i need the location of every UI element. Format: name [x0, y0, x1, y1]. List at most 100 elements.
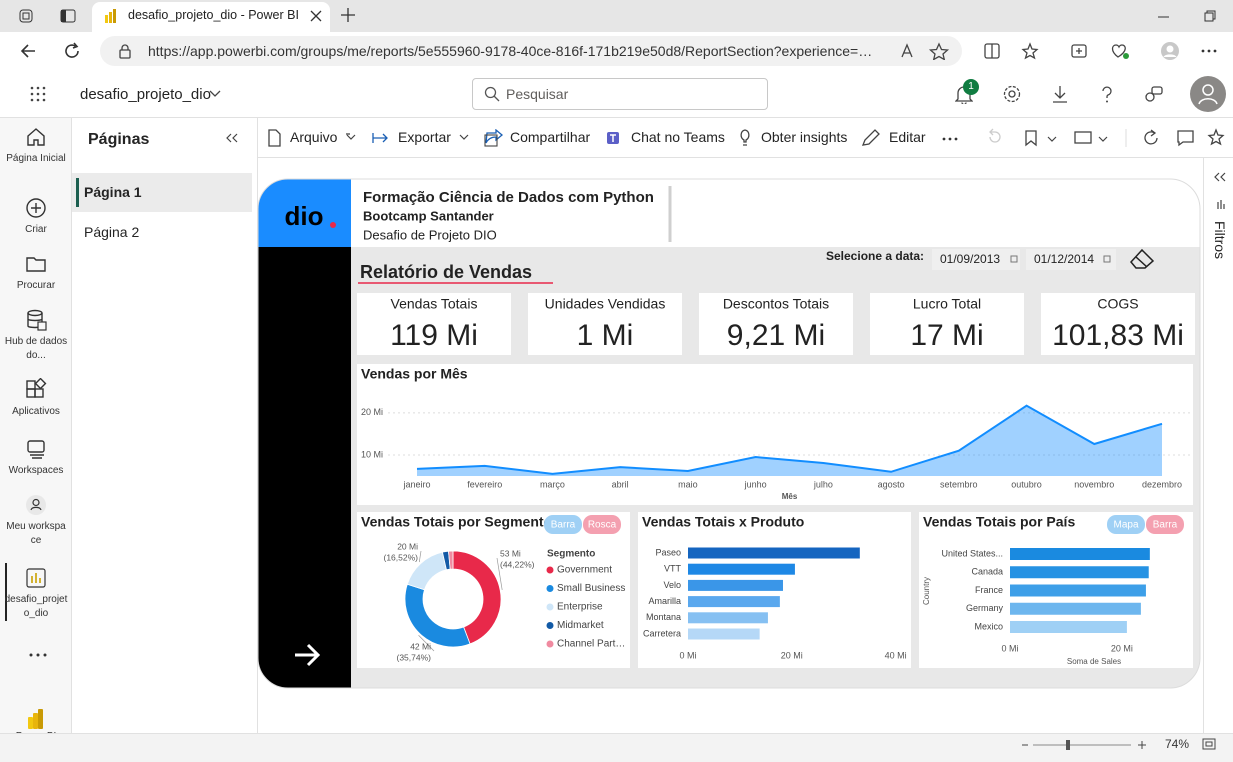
- y-tick-label: Amarilla: [648, 596, 681, 606]
- nav-icon: [27, 309, 47, 331]
- toggle-button[interactable]: [1146, 515, 1184, 534]
- leader-line: [496, 557, 503, 591]
- nav-apps[interactable]: Aplicativos: [0, 378, 72, 419]
- toggle-button[interactable]: [544, 515, 582, 534]
- date-start: 01/09/2013: [940, 252, 1000, 266]
- y-tick-label: Paseo: [655, 547, 681, 557]
- refresh-button[interactable]: [63, 42, 81, 60]
- toolbar-button[interactable]: Compartilhar: [510, 129, 591, 145]
- url-field[interactable]: [100, 36, 962, 66]
- report-border: [257, 178, 1201, 689]
- date-label: Selecione a data:: [826, 249, 924, 263]
- legend-label: Small Business: [557, 583, 625, 594]
- clear-filter[interactable]: [1130, 248, 1155, 269]
- x-tick-label: julho: [813, 479, 833, 489]
- expand-filters[interactable]: [1214, 172, 1226, 182]
- bar: [688, 612, 768, 624]
- page-indicator: [76, 178, 79, 207]
- date-end-box[interactable]: [1026, 249, 1116, 270]
- nav-browse[interactable]: Procurar: [0, 252, 72, 293]
- toggle-button-label[interactable]: Mapa: [1113, 520, 1138, 531]
- kpi-label: Lucro Total: [913, 296, 981, 312]
- toolbar-button[interactable]: Editar: [889, 129, 926, 145]
- nav-workspaces[interactable]: Workspaces: [0, 437, 72, 478]
- calendar-icon: [1010, 255, 1018, 263]
- back-button[interactable]: [19, 42, 37, 60]
- nav-my-workspace[interactable]: Meu workspace: [0, 493, 72, 548]
- notification-badge: 1: [963, 79, 979, 95]
- search-box[interactable]: [472, 78, 768, 110]
- filters-pane[interactable]: [1203, 158, 1233, 733]
- user-avatar[interactable]: [1190, 76, 1226, 112]
- data-label: (35,74%): [397, 652, 432, 662]
- y-tick-label: Germany: [966, 603, 1004, 613]
- new-tab[interactable]: [341, 8, 355, 22]
- vertical-tabs[interactable]: [60, 8, 76, 24]
- workspace-name[interactable]: desafio_projeto_dio: [80, 86, 211, 103]
- nav-more[interactable]: [28, 650, 48, 660]
- kpi-value: 9,21 Mi: [727, 319, 825, 352]
- toolbar-button[interactable]: Obter insights: [761, 129, 848, 145]
- x-tick-label: 20 Mi: [1111, 643, 1133, 653]
- data-label: 20 Mi: [397, 541, 418, 551]
- toggle-button-label[interactable]: Rosca: [588, 520, 617, 531]
- nav-icon: [26, 257, 46, 272]
- bar: [1010, 566, 1149, 579]
- tab-actions[interactable]: [18, 8, 34, 24]
- nav-icon: [26, 378, 47, 398]
- next-arrow[interactable]: [295, 643, 321, 667]
- page-item-active[interactable]: [72, 173, 252, 212]
- legend-swatch: [546, 622, 554, 629]
- active-tab[interactable]: [92, 2, 330, 32]
- zoom-level: 74%: [1165, 737, 1190, 751]
- data-label: (44,22%): [500, 559, 535, 569]
- nav-report[interactable]: desafio_projeto_dio: [0, 566, 72, 621]
- browser-actions[interactable]: [900, 42, 1220, 60]
- zoom-slider[interactable]: [1020, 738, 1150, 752]
- toolbar-button[interactable]: Chat no Teams: [631, 129, 725, 145]
- x-tick-label: fevereiro: [467, 479, 502, 489]
- page-item[interactable]: Página 1: [84, 184, 142, 200]
- y-tick-label: Velo: [663, 580, 681, 590]
- search-placeholder: Pesquisar: [506, 86, 569, 102]
- header-actions[interactable]: [1002, 84, 1172, 104]
- nav-home[interactable]: Página Inicial: [0, 125, 72, 166]
- y-tick-label: France: [975, 585, 1003, 595]
- collapse-pages[interactable]: [226, 133, 238, 143]
- donut-slice: [452, 550, 502, 645]
- app-launcher[interactable]: [30, 86, 46, 102]
- nav-create[interactable]: Criar: [0, 196, 72, 237]
- window-controls[interactable]: [1157, 10, 1217, 24]
- x-tick-label: 0 Mi: [679, 650, 696, 660]
- nav-icon: [27, 128, 45, 146]
- report-toolbar: [258, 118, 1233, 158]
- toolbar-right-icons[interactable]: [985, 128, 1225, 148]
- nav-data-hub[interactable]: Hub de dados do...: [0, 308, 72, 363]
- url-text: https://app.powerbi.com/groups/me/report…: [148, 43, 873, 59]
- header-line: Formação Ciência de Dados com Python: [363, 189, 654, 206]
- area-fill: [417, 405, 1162, 476]
- date-start-box[interactable]: [932, 249, 1020, 270]
- workspace-chevron[interactable]: [209, 90, 221, 98]
- nav-icon: [26, 495, 46, 515]
- kpi-card: [1041, 293, 1195, 355]
- legend-swatch: [546, 640, 554, 648]
- kpi-label: Vendas Totais: [391, 296, 478, 312]
- kpi-label: COGS: [1097, 296, 1138, 312]
- nav-icon: [27, 440, 45, 459]
- tab-close[interactable]: [310, 10, 322, 22]
- toggle-button-label[interactable]: Barra: [551, 520, 576, 531]
- toolbar-button[interactable]: Exportar: [398, 129, 451, 145]
- toggle-button[interactable]: [1107, 515, 1145, 534]
- page-item[interactable]: Página 2: [84, 224, 140, 240]
- fit-page[interactable]: [1202, 738, 1216, 750]
- toolbar-button[interactable]: Arquivo: [290, 129, 338, 145]
- left-nav: [0, 118, 72, 733]
- kpi-card: [528, 293, 682, 355]
- toggle-button-label[interactable]: Barra: [1153, 520, 1178, 531]
- bar: [1010, 602, 1141, 615]
- x-tick-label: dezembro: [1142, 479, 1182, 489]
- toggle-button[interactable]: [583, 515, 621, 534]
- charts: Vendas por Mês 10 Mi 20 Mi janeiro fevereiro…: [357, 364, 1193, 668]
- nav-label: Workspaces: [8, 465, 64, 476]
